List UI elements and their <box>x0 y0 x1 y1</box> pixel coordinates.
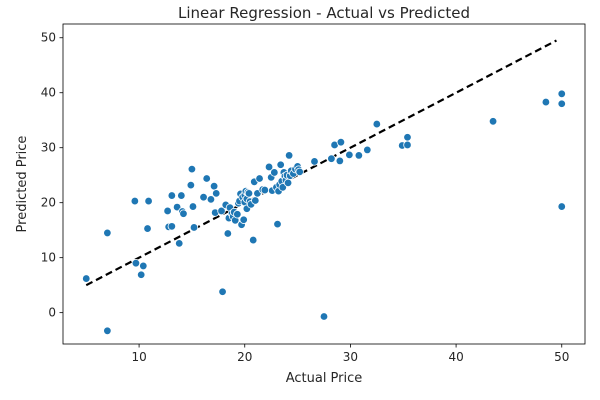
x-tick-label: 20 <box>237 350 252 364</box>
data-point <box>327 154 336 163</box>
data-point <box>278 183 287 192</box>
data-point <box>136 270 146 279</box>
data-point <box>310 157 319 166</box>
data-point <box>239 215 248 224</box>
x-axis-label: Actual Price <box>286 371 363 386</box>
data-point <box>276 160 285 169</box>
data-point <box>217 206 226 216</box>
data-point <box>189 223 199 232</box>
reference-line <box>85 39 557 287</box>
x-tick-label: 40 <box>448 350 463 364</box>
data-point <box>345 150 354 160</box>
data-point <box>251 196 260 205</box>
y-tick-label: 10 <box>41 251 56 265</box>
data-point <box>130 196 140 206</box>
data-point <box>244 189 254 198</box>
data-point <box>212 189 221 198</box>
chart-title: Linear Regression - Actual vs Predicted <box>178 4 470 22</box>
data-point <box>143 224 152 233</box>
data-point <box>541 97 551 107</box>
data-point <box>199 192 208 202</box>
data-point <box>403 133 412 142</box>
data-point <box>177 191 186 200</box>
data-point <box>187 164 197 174</box>
data-point <box>179 209 188 218</box>
y-axis-label: Predicted Price <box>15 136 30 233</box>
y-tick-label: 40 <box>41 86 56 100</box>
data-point <box>335 156 345 166</box>
data-point <box>139 261 148 271</box>
data-point <box>557 99 566 108</box>
reference-line-layer <box>85 39 557 287</box>
data-point <box>223 229 233 238</box>
data-point <box>295 167 304 177</box>
x-tick-label: 30 <box>343 350 358 364</box>
data-point <box>488 117 498 126</box>
axes: 10 20 30 40 50 0 10 20 30 40 50 <box>41 23 586 364</box>
data-point <box>283 178 293 188</box>
data-point <box>218 287 227 296</box>
data-point <box>103 228 112 238</box>
y-tick-label: 0 <box>48 306 56 320</box>
data-point <box>233 210 242 219</box>
data-point <box>82 274 91 283</box>
y-tick-label: 30 <box>41 141 56 155</box>
data-point <box>188 202 198 211</box>
axes-frame <box>62 23 586 345</box>
data-point <box>284 151 294 160</box>
data-point <box>186 180 196 190</box>
x-tick-label: 10 <box>131 350 146 364</box>
data-point <box>131 258 141 268</box>
data-point <box>248 235 258 245</box>
data-point <box>167 191 177 200</box>
data-point <box>175 239 184 248</box>
data-point <box>172 202 182 212</box>
y-tick-label: 50 <box>41 31 56 45</box>
data-point <box>260 185 270 195</box>
x-tick-label: 50 <box>554 350 569 364</box>
data-point <box>167 222 177 231</box>
data-point <box>264 162 274 172</box>
data-point <box>273 219 282 229</box>
plot-area <box>63 24 585 344</box>
data-point <box>363 145 372 155</box>
data-point <box>270 168 279 177</box>
data-point <box>557 89 566 99</box>
data-point <box>403 140 412 150</box>
data-point <box>202 174 211 183</box>
data-point <box>163 206 172 216</box>
data-point <box>557 202 566 211</box>
data-point <box>354 151 364 160</box>
data-point <box>255 174 264 183</box>
data-point <box>372 119 382 129</box>
data-points <box>82 89 566 335</box>
data-point <box>206 195 216 204</box>
data-point <box>319 312 329 321</box>
data-point <box>144 196 153 206</box>
data-point <box>103 326 112 335</box>
data-point <box>336 138 346 147</box>
y-tick-label: 20 <box>41 196 56 210</box>
data-point <box>209 181 219 191</box>
